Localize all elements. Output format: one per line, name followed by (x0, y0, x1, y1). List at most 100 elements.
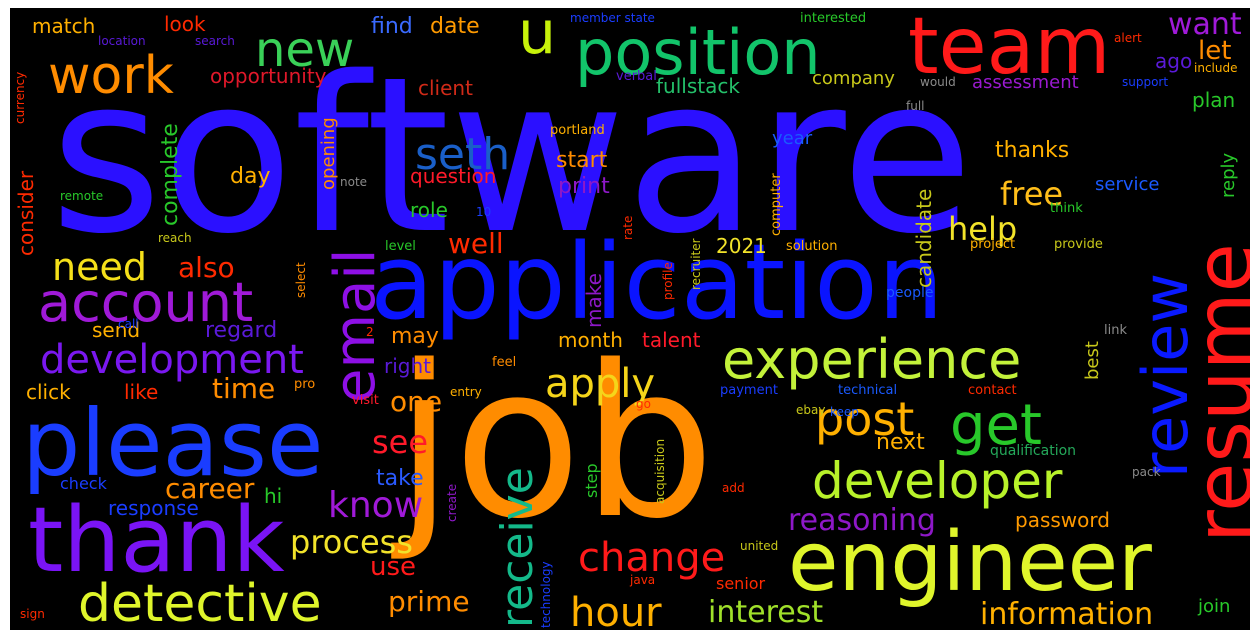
word-location: location (98, 34, 146, 48)
word-free: free (1000, 175, 1064, 213)
word-pro: pro (294, 377, 316, 392)
word-reach: reach (158, 231, 192, 245)
word-next: next (876, 430, 925, 455)
word-may: may (391, 324, 439, 349)
word-technical: technical (838, 383, 898, 398)
word-reasoning: reasoning (788, 503, 936, 538)
word-service: service (1095, 174, 1160, 195)
word-opportunity: opportunity (210, 64, 327, 88)
word-include: include (1194, 61, 1238, 75)
word-sign: sign (20, 607, 45, 621)
word-like: like (124, 380, 159, 404)
word-information: information (980, 597, 1154, 630)
word-work: work (48, 46, 174, 106)
word-portland: portland (550, 123, 605, 138)
word-want: want (1168, 8, 1242, 42)
word-java: java (630, 573, 656, 587)
word-make: make (582, 273, 606, 328)
word-date: date (430, 14, 480, 39)
word-join: join (1198, 596, 1231, 617)
word-2021: 2021 (716, 234, 767, 258)
word-contact: contact (968, 383, 1017, 398)
word-use: use (370, 552, 417, 582)
word-start: start (556, 148, 608, 173)
word-review: review (1129, 272, 1202, 478)
word-experience: experience (722, 328, 1022, 391)
word-u: u (518, 8, 557, 68)
word-application: application (370, 221, 944, 343)
word-interested: interested (800, 11, 867, 26)
word-seth: seth (415, 129, 511, 180)
word-company: company (812, 68, 895, 89)
word-email: email (323, 248, 388, 403)
word-role: role (410, 198, 448, 222)
word-10: 10 (476, 205, 492, 219)
word-client: client (418, 76, 473, 100)
word-best: best (1082, 341, 1103, 380)
word-position: position (575, 16, 821, 89)
word-people: people (886, 285, 934, 301)
word-rate: rate (621, 215, 635, 240)
word-remote: remote (60, 189, 104, 203)
word-look: look (164, 12, 206, 36)
word-add: add (722, 481, 745, 495)
word-receive: receive (492, 467, 543, 628)
word-would: would (920, 75, 956, 89)
word-send: send (92, 318, 141, 342)
word-right: right (384, 354, 431, 378)
word-support: support (1122, 75, 1169, 89)
word-question: question (410, 164, 497, 188)
word-hi: hi (264, 484, 283, 508)
word-new: new (255, 22, 355, 78)
word-ago: ago (1155, 49, 1193, 73)
word-keep: keep (830, 405, 859, 419)
word-call: call (118, 317, 139, 331)
word-post: post (815, 392, 915, 446)
word-plan: plan (1192, 88, 1236, 112)
word-job: job (395, 320, 716, 565)
word-know: know (328, 485, 424, 526)
word-change: change (578, 535, 726, 581)
word-qualification: qualification (990, 443, 1077, 459)
word-note: note (340, 175, 368, 189)
word-regard: regard (205, 318, 278, 343)
word-also: also (178, 251, 235, 284)
word-reply: reply (1218, 152, 1239, 198)
word-prime: prime (388, 585, 470, 618)
word-provide: provide (1054, 237, 1103, 252)
word-consider: consider (14, 170, 38, 256)
word-thanks: thanks (995, 138, 1070, 163)
word-development: development (40, 337, 304, 383)
word-detective: detective (78, 574, 322, 630)
word-opening: opening (318, 117, 339, 190)
word-acquisition: acquisition (653, 438, 667, 504)
word-cloud: software job application please thank en… (10, 8, 1250, 630)
word-talent: talent (642, 328, 701, 352)
word-visit: visit (352, 393, 379, 408)
word-response: response (108, 496, 199, 520)
word-fullstack: fullstack (656, 74, 740, 98)
word-feel: feel (492, 355, 517, 370)
word-level: level (385, 239, 416, 254)
word-match: match (32, 14, 96, 38)
word-password: password (1015, 508, 1110, 532)
word-recruiter: recruiter (689, 238, 703, 290)
word-member-state: member state (570, 11, 655, 25)
word-month: month (558, 328, 623, 352)
word-hour: hour (570, 590, 662, 630)
word-ebay: ebay (796, 403, 826, 417)
word-developer: developer (812, 452, 1063, 510)
word-process: process (290, 523, 413, 561)
word-check: check (60, 474, 107, 493)
word-united: united (740, 539, 779, 553)
word-let: let (1198, 36, 1232, 66)
word-create: create (445, 483, 459, 522)
word-full: full (906, 99, 925, 113)
word-team: team (908, 8, 1111, 92)
word-assessment: assessment (972, 72, 1079, 93)
word-2: 2 (366, 325, 374, 339)
word-think: think (1050, 201, 1083, 216)
word-please: please (22, 390, 324, 497)
word-pack: pack (1132, 465, 1161, 479)
word-need: need (52, 245, 147, 289)
